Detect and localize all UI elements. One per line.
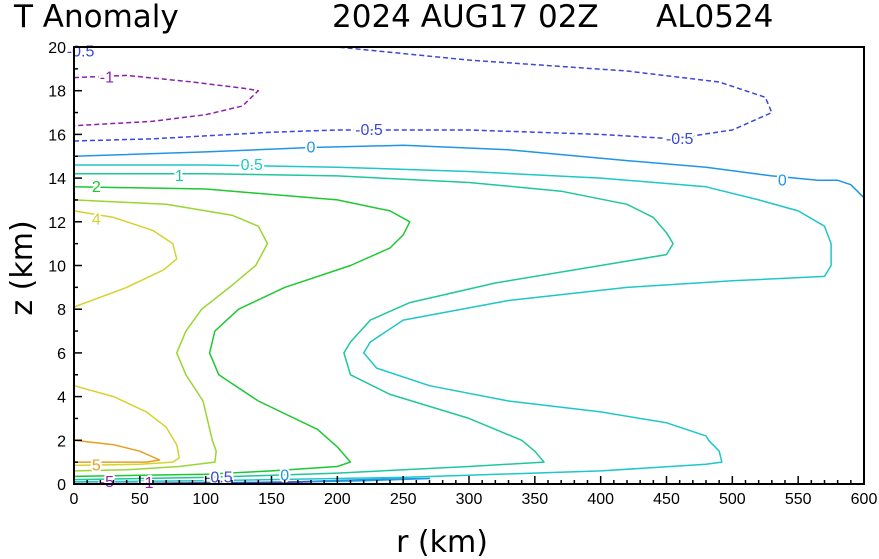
contour-line-5-9 xyxy=(73,439,161,463)
y-tick-label: 18 xyxy=(48,84,66,101)
y-tick-label: 0 xyxy=(57,477,66,494)
contour-label: -0.5 xyxy=(355,122,383,139)
x-tick-label: 500 xyxy=(719,491,746,508)
chart-title-datetime: 2024 AUG17 02Z xyxy=(332,0,599,35)
y-axis-title: z (km) xyxy=(5,220,40,315)
chart-title-variable: T Anomaly xyxy=(13,0,179,35)
x-tick-label: 550 xyxy=(785,491,812,508)
x-axis-title: r (km) xyxy=(396,525,488,559)
x-tick-label: 50 xyxy=(131,491,149,508)
contour-line-0p5-3 xyxy=(73,164,832,483)
x-tick-label: 200 xyxy=(324,491,351,508)
x-tick-label: 100 xyxy=(192,491,219,508)
y-tick-label: 2 xyxy=(57,433,66,450)
contour-line-4-8 xyxy=(73,384,181,467)
x-tick-label: 600 xyxy=(851,491,878,508)
y-tick-label: 4 xyxy=(57,390,66,407)
contour-label: 5 xyxy=(92,457,101,474)
x-axis: 0 50 100 150 200 250 300 350 400 450 500 550 600 xyxy=(70,476,878,508)
contour-lines xyxy=(73,46,865,485)
x-tick-label: 450 xyxy=(653,491,680,508)
contour-label: 1 xyxy=(175,168,184,185)
chart-title-storm-id: AL0524 xyxy=(656,0,773,35)
x-tick-label: 300 xyxy=(456,491,483,508)
contour-label: -0.5 xyxy=(666,131,694,148)
contour-label: -0.5 xyxy=(67,43,95,60)
contour-line-neg1-0 xyxy=(73,74,260,127)
contour-line-3-6 xyxy=(73,199,269,472)
contour-label: 0 xyxy=(280,467,289,484)
x-tick-label: 400 xyxy=(587,491,614,508)
contour-line-1-4 xyxy=(73,172,674,481)
x-tick-label: 150 xyxy=(258,491,285,508)
contour-label: -5 xyxy=(100,474,114,491)
y-tick-label: 12 xyxy=(48,215,66,232)
contour-label: 2 xyxy=(92,179,101,196)
y-axis: 0 2 4 6 8 10 12 14 16 18 20 xyxy=(48,40,82,494)
contour-line-0-2 xyxy=(73,144,865,199)
contour-label: 4 xyxy=(92,212,101,229)
x-tick-label: 0 xyxy=(70,491,79,508)
contour-line-4-7 xyxy=(73,210,178,308)
y-tick-label: 16 xyxy=(48,127,66,144)
y-tick-label: 8 xyxy=(57,302,66,319)
y-tick-label: 14 xyxy=(48,171,66,188)
contour-line-2-5 xyxy=(73,186,411,478)
contour-label: 0 xyxy=(307,140,316,157)
contour-label: 0.5 xyxy=(241,157,263,174)
x-tick-label: 350 xyxy=(521,491,548,508)
contour-line-neg0p5-1 xyxy=(73,46,773,142)
y-tick-label: 20 xyxy=(48,40,66,57)
y-tick-label: 6 xyxy=(57,346,66,363)
contour-label: -1 xyxy=(100,70,114,87)
contour-label: 0 xyxy=(778,172,787,189)
x-tick-label: 250 xyxy=(390,491,417,508)
y-tick-label: 10 xyxy=(48,259,66,276)
